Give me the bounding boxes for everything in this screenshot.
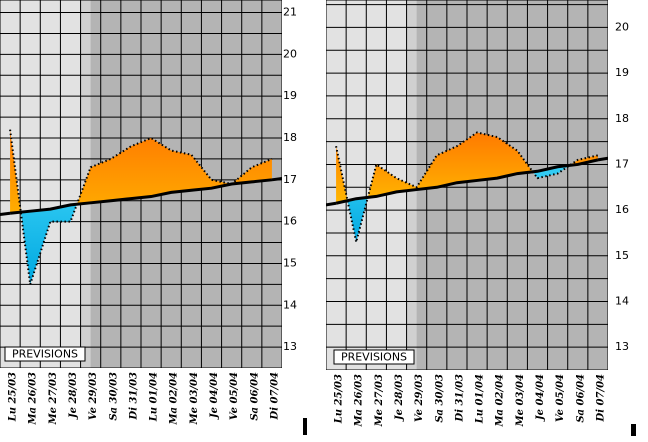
background	[406, 0, 417, 370]
y-tick-label: 19	[615, 66, 629, 79]
x-tick-label: Ve 05/04	[229, 372, 240, 420]
normal-line	[335, 158, 599, 205]
area-above	[336, 132, 598, 205]
y-tick-label: 14	[615, 294, 629, 307]
normal-line	[9, 178, 273, 215]
x-tick-label: Lu 01/04	[149, 372, 160, 422]
normal-extension	[326, 201, 337, 207]
x-tick-label: Di 31/03	[128, 372, 139, 420]
x-tick-label: Me 27/03	[48, 372, 59, 425]
y-tick-label: 13	[283, 340, 297, 353]
x-tick-label: Me 03/04	[515, 374, 526, 427]
chart	[326, 0, 608, 370]
label-text: PREVISIONS	[12, 348, 78, 361]
marker	[303, 418, 307, 435]
normal-extension	[597, 156, 608, 162]
x-tick-label: Ma 26/03	[28, 372, 39, 426]
y-tick-label: 16	[283, 215, 297, 228]
x-tick-label: Ve 29/03	[414, 374, 425, 422]
x-tick-label: Je 04/04	[209, 372, 220, 420]
x-tick-label: Ve 05/04	[555, 374, 566, 422]
y-tick-label: 17	[615, 157, 629, 170]
y-tick-label: 15	[283, 256, 297, 269]
x-tick-label: Sa 06/04	[575, 374, 586, 423]
y-tick-label: 21	[283, 6, 297, 19]
x-tick-label: Di 07/04	[269, 372, 280, 420]
x-tick-label: Lu 25/03	[334, 374, 345, 424]
x-tick-label: Sa 06/04	[249, 372, 260, 421]
forecast-line	[9, 129, 273, 285]
x-tick-label: Di 31/03	[454, 374, 465, 422]
x-tick-label: Di 07/04	[595, 374, 606, 422]
y-tick-label: 19	[283, 89, 297, 102]
label-box	[333, 349, 415, 365]
x-tick-label: Ma 26/03	[354, 374, 365, 428]
x-tick-label: Ma 02/04	[495, 374, 506, 428]
y-tick-label: 14	[283, 298, 297, 311]
y-tick-label: 16	[615, 203, 629, 216]
x-tick-label: Sa 30/03	[108, 372, 119, 421]
x-tick-label: Me 03/04	[189, 372, 200, 425]
x-tick-label: Lu 01/04	[475, 374, 486, 424]
x-tick-label: Je 28/03	[68, 372, 79, 420]
y-tick-label: 18	[615, 112, 629, 125]
forecast-line	[335, 131, 599, 243]
y-tick-label: 17	[283, 173, 297, 186]
x-tick-label: Sa 30/03	[434, 374, 445, 423]
chart	[0, 0, 282, 368]
y-tick-label: 13	[615, 340, 629, 353]
x-tick-label: Je 04/04	[535, 374, 546, 422]
y-tick-label: 18	[283, 131, 297, 144]
x-tick-label: Lu 25/03	[8, 372, 19, 422]
x-tick-label: Je 28/03	[394, 374, 405, 422]
x-tick-label: Ma 02/04	[169, 372, 180, 426]
x-tick-label: Ve 29/03	[88, 372, 99, 420]
y-tick-label: 15	[615, 249, 629, 262]
normal-extension	[0, 211, 11, 217]
y-tick-label: 20	[615, 20, 629, 33]
label-text: PREVISIONS	[341, 351, 407, 364]
x-tick-label: Me 27/03	[374, 374, 385, 427]
y-tick-label: 20	[283, 47, 297, 60]
label-box	[4, 346, 86, 362]
normal-extension	[271, 177, 282, 182]
marker	[631, 424, 636, 436]
